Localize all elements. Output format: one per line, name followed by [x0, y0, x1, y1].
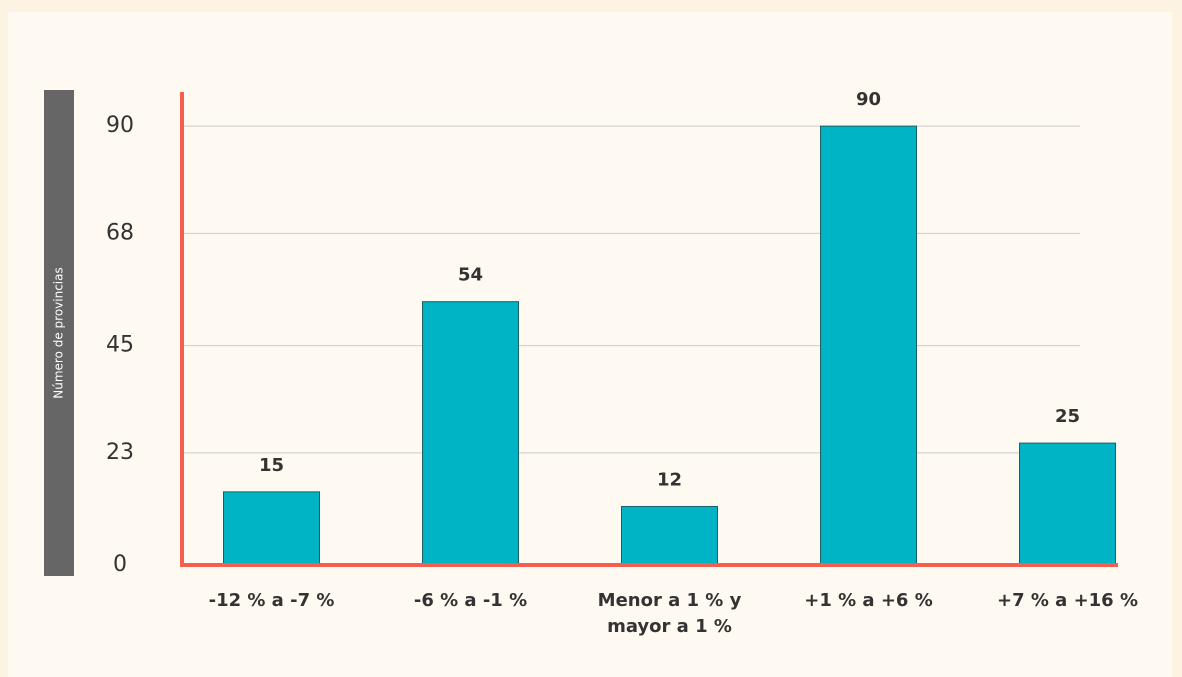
- value-label: 54: [458, 265, 483, 286]
- x-tick-label: +7 % a +16 %: [996, 590, 1139, 611]
- y-tick-label: 68: [106, 220, 134, 245]
- value-label: 90: [856, 89, 881, 110]
- bar: [223, 491, 320, 566]
- bar: [621, 505, 718, 566]
- x-tick-label: +1 % a +6 %: [804, 590, 933, 611]
- y-tick-label: 45: [106, 333, 134, 358]
- value-label: 15: [259, 455, 284, 476]
- y-tick-label: 0: [113, 552, 127, 577]
- y-axis-label: Número de provincias: [52, 267, 66, 399]
- x-tick-label: Menor a 1 % y mayor a 1 %: [597, 590, 742, 637]
- y-label-box: [44, 90, 74, 576]
- x-tick-label: -6 % a -1 %: [413, 590, 528, 611]
- bar: [1019, 442, 1116, 566]
- x-tick-label: -12 % a -7 %: [208, 590, 335, 611]
- bar: [422, 301, 519, 566]
- y-tick-label: 23: [106, 440, 134, 465]
- value-label: 25: [1055, 406, 1080, 427]
- y-tick-label: 90: [106, 113, 134, 138]
- value-label: 12: [657, 469, 682, 490]
- bar: [820, 125, 917, 566]
